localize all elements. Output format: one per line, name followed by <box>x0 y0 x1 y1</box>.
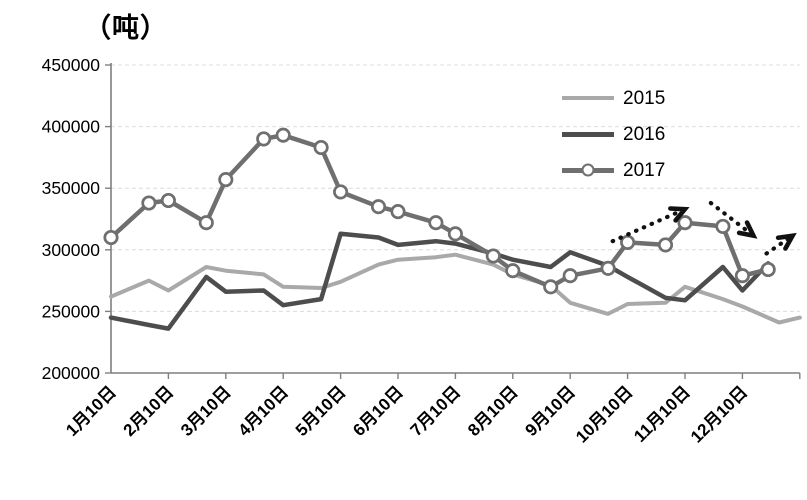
series-2017-marker <box>313 139 329 156</box>
series-2017-marker <box>141 195 157 211</box>
y-tick-label: 450000 <box>42 55 101 75</box>
x-tick-label: 9月10日 <box>521 382 579 440</box>
legend-label-2016: 2016 <box>623 123 666 145</box>
legend-line-sample-2016 <box>562 131 614 137</box>
x-tick-label: 6月10日 <box>349 382 407 440</box>
y-tick-label: 400000 <box>42 117 101 137</box>
x-tick-label: 2月10日 <box>120 382 178 440</box>
legend-label-2017: 2017 <box>623 159 666 181</box>
x-tick-label: 1月10日 <box>62 382 120 440</box>
series-2017-marker <box>103 229 119 246</box>
x-tick-label: 11月10日 <box>630 382 694 446</box>
series-2017-marker <box>485 248 501 264</box>
x-tick-label: 7月10日 <box>407 382 465 440</box>
series-2017-marker <box>562 268 578 284</box>
series-2015-line <box>109 252 802 325</box>
series-2017-marker <box>600 260 616 276</box>
y-tick-label: 350000 <box>42 178 101 198</box>
y-tick-label: 300000 <box>42 240 101 260</box>
legend-item-2017: 2017 <box>562 157 665 183</box>
x-tick-label: 12月10日 <box>687 382 751 446</box>
legend-line-sample-2017 <box>562 163 614 177</box>
series-2017-marker <box>543 279 559 295</box>
series-2017-marker <box>734 268 750 284</box>
falling-trend-arrow-december <box>708 200 758 239</box>
legend-label-2015: 2015 <box>623 87 666 109</box>
legend-line-sample-2015 <box>562 96 614 100</box>
x-tick-label: 8月10日 <box>464 382 522 440</box>
series-2017-marker <box>390 204 406 220</box>
legend-circle-marker-icon <box>581 163 595 177</box>
series-2017-marker <box>760 261 776 278</box>
series-2017-marker <box>428 215 444 231</box>
series-2016-line <box>108 231 771 331</box>
series-2017-marker <box>198 215 214 231</box>
legend: 2015 2016 2017 <box>562 85 665 193</box>
series-2017-marker <box>677 215 693 231</box>
series-2017-marker <box>715 218 731 234</box>
series-2017-marker <box>447 226 463 242</box>
legend-item-2016: 2016 <box>562 121 665 147</box>
legend-item-2015: 2015 <box>562 85 665 111</box>
series-2017-marker <box>620 234 636 250</box>
y-tick-label: 250000 <box>42 301 101 321</box>
series-2017-marker <box>256 131 272 147</box>
rising-trend-arrow-year-end <box>764 232 797 256</box>
x-tick-label: 5月10日 <box>292 382 350 440</box>
y-tick-label: 200000 <box>42 363 101 383</box>
x-tick-label: 10月10日 <box>572 382 636 446</box>
series-2017-marker <box>275 127 291 143</box>
series-2017-marker <box>160 192 176 209</box>
y-axis-unit-title: （吨） <box>84 13 168 43</box>
series-2017-marker <box>370 199 387 215</box>
series-2017-line <box>108 132 771 290</box>
x-tick-label: 3月10日 <box>177 382 235 440</box>
series-2017-marker <box>218 172 234 188</box>
series-2017-marker <box>505 263 521 279</box>
series-2017-marker <box>333 184 349 200</box>
x-tick-label: 4月10日 <box>234 382 292 440</box>
series-2017-marker <box>657 237 674 253</box>
